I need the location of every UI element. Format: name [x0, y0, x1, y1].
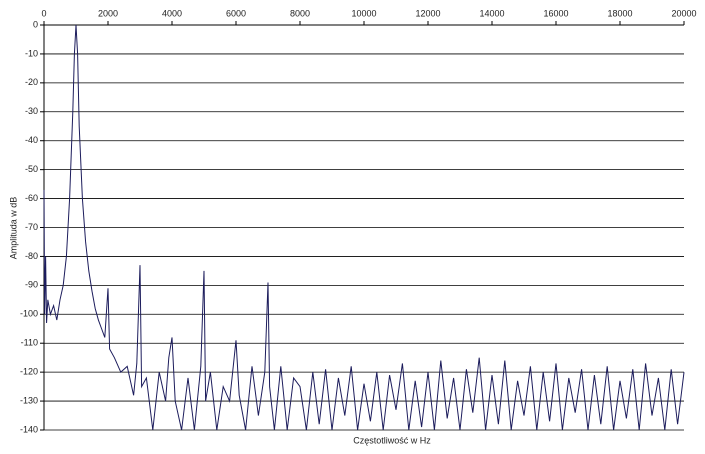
y-tick-label: -50	[25, 164, 38, 174]
y-tick-label: -40	[25, 135, 38, 145]
y-tick-label: -140	[20, 424, 38, 434]
x-tick-label: 10000	[351, 8, 376, 18]
y-tick-label: -70	[25, 222, 38, 232]
x-tick-label: 12000	[415, 8, 440, 18]
y-tick-label: -20	[25, 77, 38, 87]
y-tick-label: -90	[25, 280, 38, 290]
x-tick-label: 16000	[543, 8, 568, 18]
y-tick-label: -10	[25, 48, 38, 58]
y-tick-label: -30	[25, 106, 38, 116]
x-tick-label: 0	[41, 8, 46, 18]
x-tick-label: 18000	[607, 8, 632, 18]
x-tick-label: 2000	[98, 8, 118, 18]
x-axis-label: Częstotliwość w Hz	[353, 435, 431, 445]
x-tick-label: 6000	[226, 8, 246, 18]
x-tick-label: 20000	[671, 8, 696, 18]
y-tick-label: -120	[20, 367, 38, 377]
y-tick-label: -60	[25, 193, 38, 203]
spectrum-line	[43, 24, 685, 431]
y-tick-label: -100	[20, 309, 38, 319]
y-tick-label: 0	[33, 19, 38, 29]
x-tick-label: 8000	[290, 8, 310, 18]
x-tick-label: 14000	[479, 8, 504, 18]
y-tick-label: -80	[25, 251, 38, 261]
x-tick-label: 4000	[162, 8, 182, 18]
y-tick-label: -110	[21, 338, 38, 348]
y-axis-label: Amplituda w dB	[8, 197, 18, 260]
y-tick-label: -130	[20, 395, 38, 405]
